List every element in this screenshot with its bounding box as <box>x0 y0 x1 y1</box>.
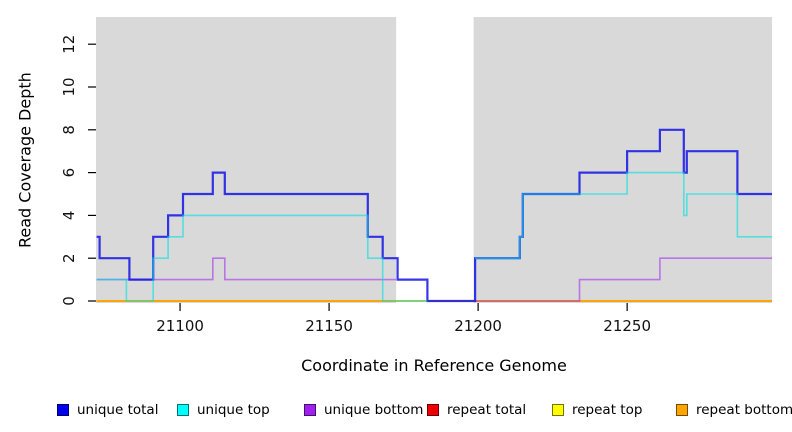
legend-label: unique total <box>77 402 159 418</box>
y-axis-title: Read Coverage Depth <box>15 72 35 248</box>
legend-label: unique top <box>197 402 270 418</box>
y-tick-label: 4 <box>60 211 78 221</box>
repeat-bottom-swatch-icon <box>676 404 688 416</box>
unique-total-swatch-icon <box>57 404 69 416</box>
legend: unique total unique top unique bottom re… <box>0 399 792 423</box>
y-tick-label: 6 <box>60 168 78 178</box>
y-tick-label: 2 <box>60 253 78 263</box>
series-line-unique_top <box>96 171 772 302</box>
legend-item-repeat-top: repeat top <box>552 399 642 421</box>
x-axis-title: Coordinate in Reference Genome <box>301 356 567 375</box>
series-line-unique_total <box>96 128 772 303</box>
legend-label: repeat total <box>447 402 527 418</box>
x-tick-label: 21150 <box>305 317 353 335</box>
unique-bottom-swatch-icon <box>304 404 316 416</box>
y-tick-label: 8 <box>60 125 78 135</box>
legend-label: repeat bottom <box>696 402 792 418</box>
y-tick-label: 0 <box>60 296 78 306</box>
x-tick-label: 21250 <box>603 317 651 335</box>
legend-item-repeat-bottom: repeat bottom <box>676 399 792 421</box>
legend-item-unique-total: unique total <box>57 399 158 421</box>
unique-top-swatch-icon <box>177 404 189 416</box>
x-tick-label: 21100 <box>156 317 204 335</box>
legend-label: unique bottom <box>324 402 424 418</box>
legend-item-repeat-total: repeat total <box>427 399 526 421</box>
repeat-region-right <box>473 17 772 303</box>
x-tick-label: 21200 <box>454 317 502 335</box>
series-line-unique_bottom <box>96 257 772 302</box>
repeat-total-swatch-icon <box>427 404 439 416</box>
y-tick-label: 10 <box>60 77 78 96</box>
legend-label: repeat top <box>572 402 643 418</box>
legend-item-unique-bottom: unique bottom <box>304 399 423 421</box>
legend-item-unique-top: unique top <box>177 399 270 421</box>
repeat-region-left <box>96 17 397 303</box>
repeat-top-swatch-icon <box>552 404 564 416</box>
y-tick-label: 12 <box>60 35 78 54</box>
